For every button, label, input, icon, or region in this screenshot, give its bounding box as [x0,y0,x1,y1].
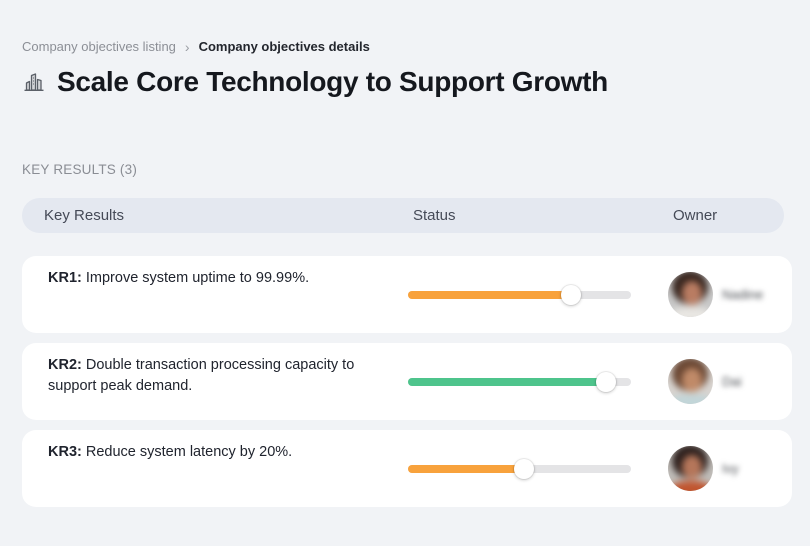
column-header-owner: Owner [673,207,718,224]
owner-avatar [668,359,713,404]
slider-fill [408,378,607,386]
chevron-right-icon: › [184,38,190,55]
progress-slider[interactable] [408,459,631,479]
progress-slider[interactable] [408,372,631,392]
avatar-photo [668,446,713,491]
key-result-row-kr3: KR3: Reduce system latency by 20%. Ivy [22,430,792,507]
breadcrumb: Company objectives listing › Company obj… [22,39,370,54]
avatar-photo [668,272,713,317]
column-header-status: Status [413,207,456,224]
owner-name: Dai [722,374,742,389]
owner-avatar [668,446,713,491]
slider-fill [408,291,571,299]
owner-avatar [668,272,713,317]
key-result-description: Reduce system latency by 20%. [85,444,293,460]
title-row: Scale Core Technology to Support Growth [22,66,608,98]
breadcrumb-link-objectives-listing[interactable]: Company objectives listing [22,39,176,54]
progress-slider[interactable] [408,285,631,305]
slider-thumb[interactable] [513,459,534,479]
key-result-id: KR3: [48,444,82,460]
key-result-description: Double transaction processing capacity t… [48,357,355,395]
key-result-id: KR2: [48,357,82,373]
slider-fill [408,465,524,473]
slider-thumb[interactable] [560,285,581,305]
buildings-icon [22,70,46,94]
column-header-key-results: Key Results [44,207,125,224]
key-result-text: KR3: Reduce system latency by 20%. [48,442,380,463]
key-result-text: KR1: Improve system uptime to 99.99%. [48,268,380,289]
key-result-row-kr2: KR2: Double transaction processing capac… [22,343,792,420]
key-result-description: Improve system uptime to 99.99%. [85,270,310,286]
key-results-count-label: KEY RESULTS (3) [22,162,138,177]
key-result-row-kr1: KR1: Improve system uptime to 99.99%. Na… [22,256,792,333]
page-title: Scale Core Technology to Support Growth [57,66,608,97]
owner-name: Nadine [722,287,764,302]
avatar-photo [668,359,713,404]
owner-name: Ivy [722,461,739,476]
breadcrumb-current-page: Company objectives details [198,39,370,54]
slider-thumb[interactable] [596,372,617,392]
table-header: Key Results Status Owner [22,198,784,233]
key-result-text: KR2: Double transaction processing capac… [48,355,380,397]
key-result-id: KR1: [48,270,82,286]
